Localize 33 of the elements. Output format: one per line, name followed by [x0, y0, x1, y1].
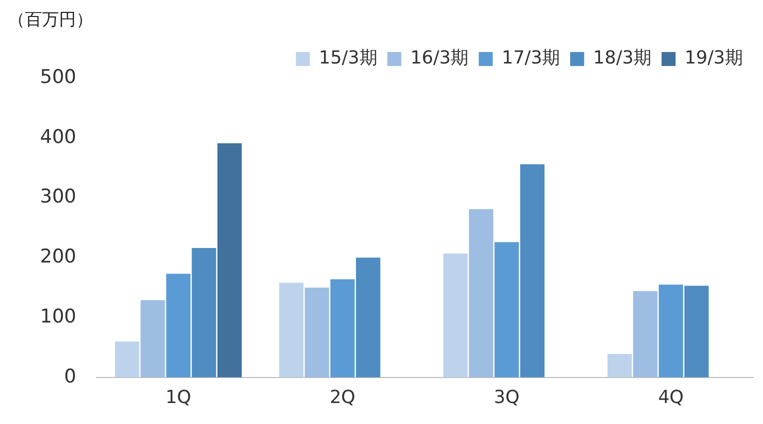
- bar: [279, 282, 304, 378]
- y-tick-label: 500: [40, 66, 76, 88]
- bar: [633, 291, 658, 378]
- bar: [166, 274, 191, 378]
- x-tick-label: 4Q: [658, 386, 684, 408]
- bar: [114, 341, 140, 378]
- bar: [684, 286, 709, 378]
- x-tick-label: 3Q: [494, 386, 520, 408]
- legend-label: 19/3期: [684, 48, 743, 69]
- bar: [608, 354, 632, 378]
- bar: [140, 300, 165, 378]
- legend-label: 17/3期: [502, 48, 560, 69]
- legend-label: 18/3期: [593, 48, 652, 69]
- legend-label: 16/3期: [410, 48, 469, 69]
- bar: [658, 284, 684, 378]
- bar: [356, 258, 380, 378]
- bar: [330, 279, 355, 378]
- y-axis-title: （百万円）: [8, 9, 93, 31]
- y-tick-label: 300: [40, 186, 76, 208]
- y-tick-label: 100: [40, 305, 76, 328]
- y-tick-label: 400: [40, 126, 76, 148]
- y-tick-label: 0: [64, 365, 76, 388]
- bar: [468, 209, 494, 378]
- bar: [192, 248, 216, 378]
- bar: [520, 164, 545, 378]
- bar: [443, 253, 468, 378]
- bar: [217, 143, 242, 378]
- y-tick-label: 200: [40, 246, 76, 268]
- legend-label: 15/3期: [318, 48, 378, 69]
- bar: [494, 242, 519, 378]
- x-tick-label: 1Q: [166, 386, 192, 408]
- bar: [304, 288, 330, 378]
- x-tick-label: 2Q: [330, 386, 356, 408]
